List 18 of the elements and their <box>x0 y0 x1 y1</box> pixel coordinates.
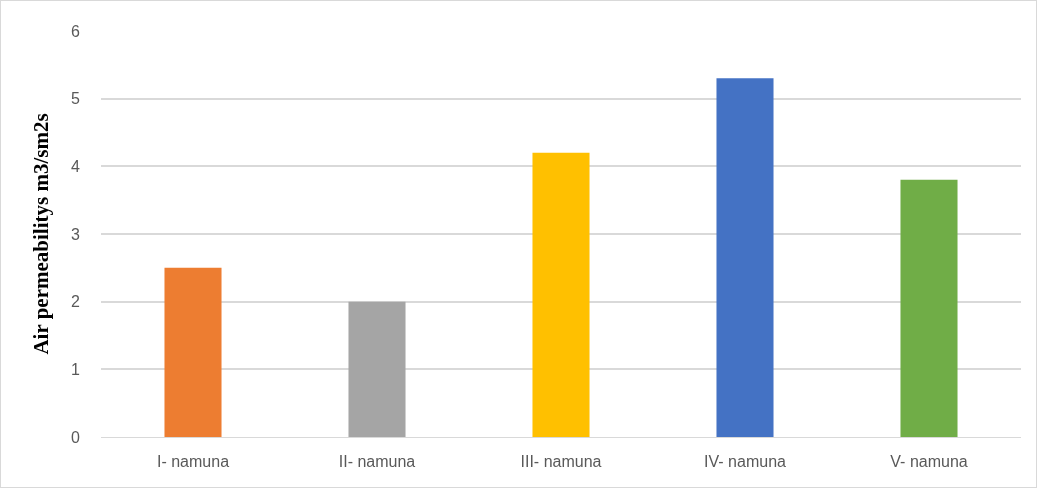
y-tick-label: 6 <box>71 22 81 40</box>
bar <box>900 179 958 437</box>
y-tick-label: 0 <box>71 428 81 446</box>
y-axis-title: Air permeabilitys m3/sm2s <box>29 113 54 355</box>
x-tick-label: III- namuna <box>520 453 602 471</box>
bar <box>348 301 406 437</box>
y-tick-label: 1 <box>71 360 81 378</box>
x-tick-label: II- namuna <box>338 453 416 471</box>
bar <box>532 152 590 437</box>
y-tick-label: 4 <box>71 157 81 175</box>
x-tick-label: V- namuna <box>890 453 968 471</box>
x-tick-label: I- namuna <box>156 453 230 471</box>
bar <box>716 78 774 437</box>
bar <box>164 267 222 437</box>
x-tick-label: IV- namuna <box>704 453 787 471</box>
y-tick-label: 5 <box>71 90 81 108</box>
y-tick-label: 3 <box>71 225 81 243</box>
y-tick-label: 2 <box>71 293 81 311</box>
